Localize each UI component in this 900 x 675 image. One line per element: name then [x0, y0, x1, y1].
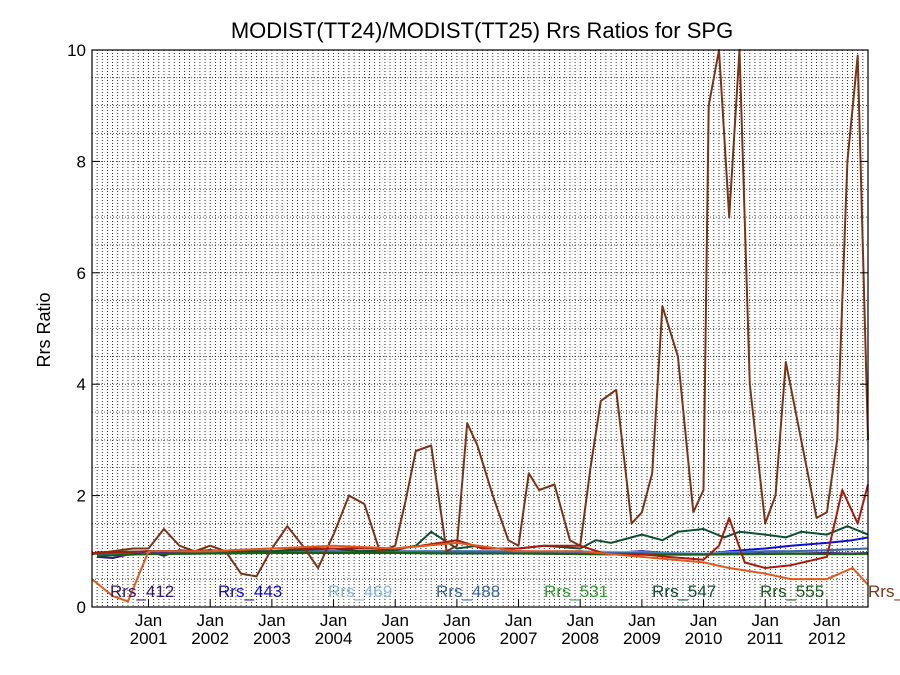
x-tick-label-month: Jan: [628, 611, 655, 630]
legend-item-rrs-412: Rrs_412: [110, 582, 174, 601]
legend-item-rrs-555: Rrs_555: [760, 582, 824, 601]
y-tick-label: 4: [77, 375, 86, 394]
y-tick-label: 0: [77, 598, 86, 617]
x-tick-label-year: 2008: [561, 629, 599, 648]
x-tick-label-year: 2012: [808, 629, 846, 648]
x-tick-label-month: Jan: [752, 611, 779, 630]
x-tick-label-year: 2001: [130, 629, 168, 648]
x-tick-label-year: 2009: [623, 629, 661, 648]
y-tick-label: 8: [77, 152, 86, 171]
legend: Rrs_412 Rrs_443 Rrs_469 Rrs_488 Rrs_531 Rrs_5…: [110, 582, 900, 601]
x-tick-label-month: Jan: [443, 611, 470, 630]
x-tick-label-year: 2006: [438, 629, 476, 648]
series-line-rrs-555: [97, 552, 869, 557]
x-tick-label-month: Jan: [381, 611, 408, 630]
axis-ticks: 0246810Jan2001Jan2002Jan2003Jan2004Jan20…: [67, 41, 868, 648]
y-tick-label: 10: [67, 41, 86, 60]
y-tick-label: 6: [77, 264, 86, 283]
series-line-rrs-678: [91, 541, 869, 603]
x-tick-label-month: Jan: [505, 611, 532, 630]
legend-item-rrs-547: Rrs_547: [652, 582, 716, 601]
x-tick-label-year: 2010: [685, 629, 723, 648]
x-tick-label-year: 2005: [376, 629, 414, 648]
series-line-rrs-645: [91, 49, 869, 578]
legend-item-rrs-488: Rrs_488: [436, 582, 500, 601]
series-line-rrs-547: [97, 525, 869, 554]
x-tick-label-month: Jan: [567, 611, 594, 630]
grid: [91, 49, 869, 608]
legend-item-rrs-469: Rrs_469: [328, 582, 392, 601]
x-tick-label-year: 2007: [500, 629, 538, 648]
x-tick-label-month: Jan: [135, 611, 162, 630]
legend-item-rrs-531: Rrs_531: [544, 582, 608, 601]
x-tick-label-month: Jan: [196, 611, 223, 630]
x-tick-label-month: Jan: [320, 611, 347, 630]
x-tick-label-year: 2011: [747, 629, 784, 648]
plot-frame: [91, 49, 869, 608]
series-lines: [91, 49, 869, 603]
x-tick-label-year: 2004: [315, 629, 353, 648]
legend-item-rrs-443: Rrs_443: [218, 582, 282, 601]
chart-title: MODIST(TT24)/MODIST(TT25) Rrs Ratios for…: [231, 18, 733, 43]
x-tick-label-month: Jan: [258, 611, 285, 630]
y-axis-label: Rrs Ratio: [34, 292, 54, 367]
y-tick-label: 2: [77, 487, 86, 506]
x-tick-label-month: Jan: [690, 611, 717, 630]
series-line-rrs-667: [91, 484, 869, 569]
x-tick-label-month: Jan: [813, 611, 840, 630]
x-tick-label-year: 2003: [253, 629, 291, 648]
legend-item-rrs-645: Rrs_645: [868, 582, 900, 601]
x-tick-label-year: 2002: [191, 629, 229, 648]
